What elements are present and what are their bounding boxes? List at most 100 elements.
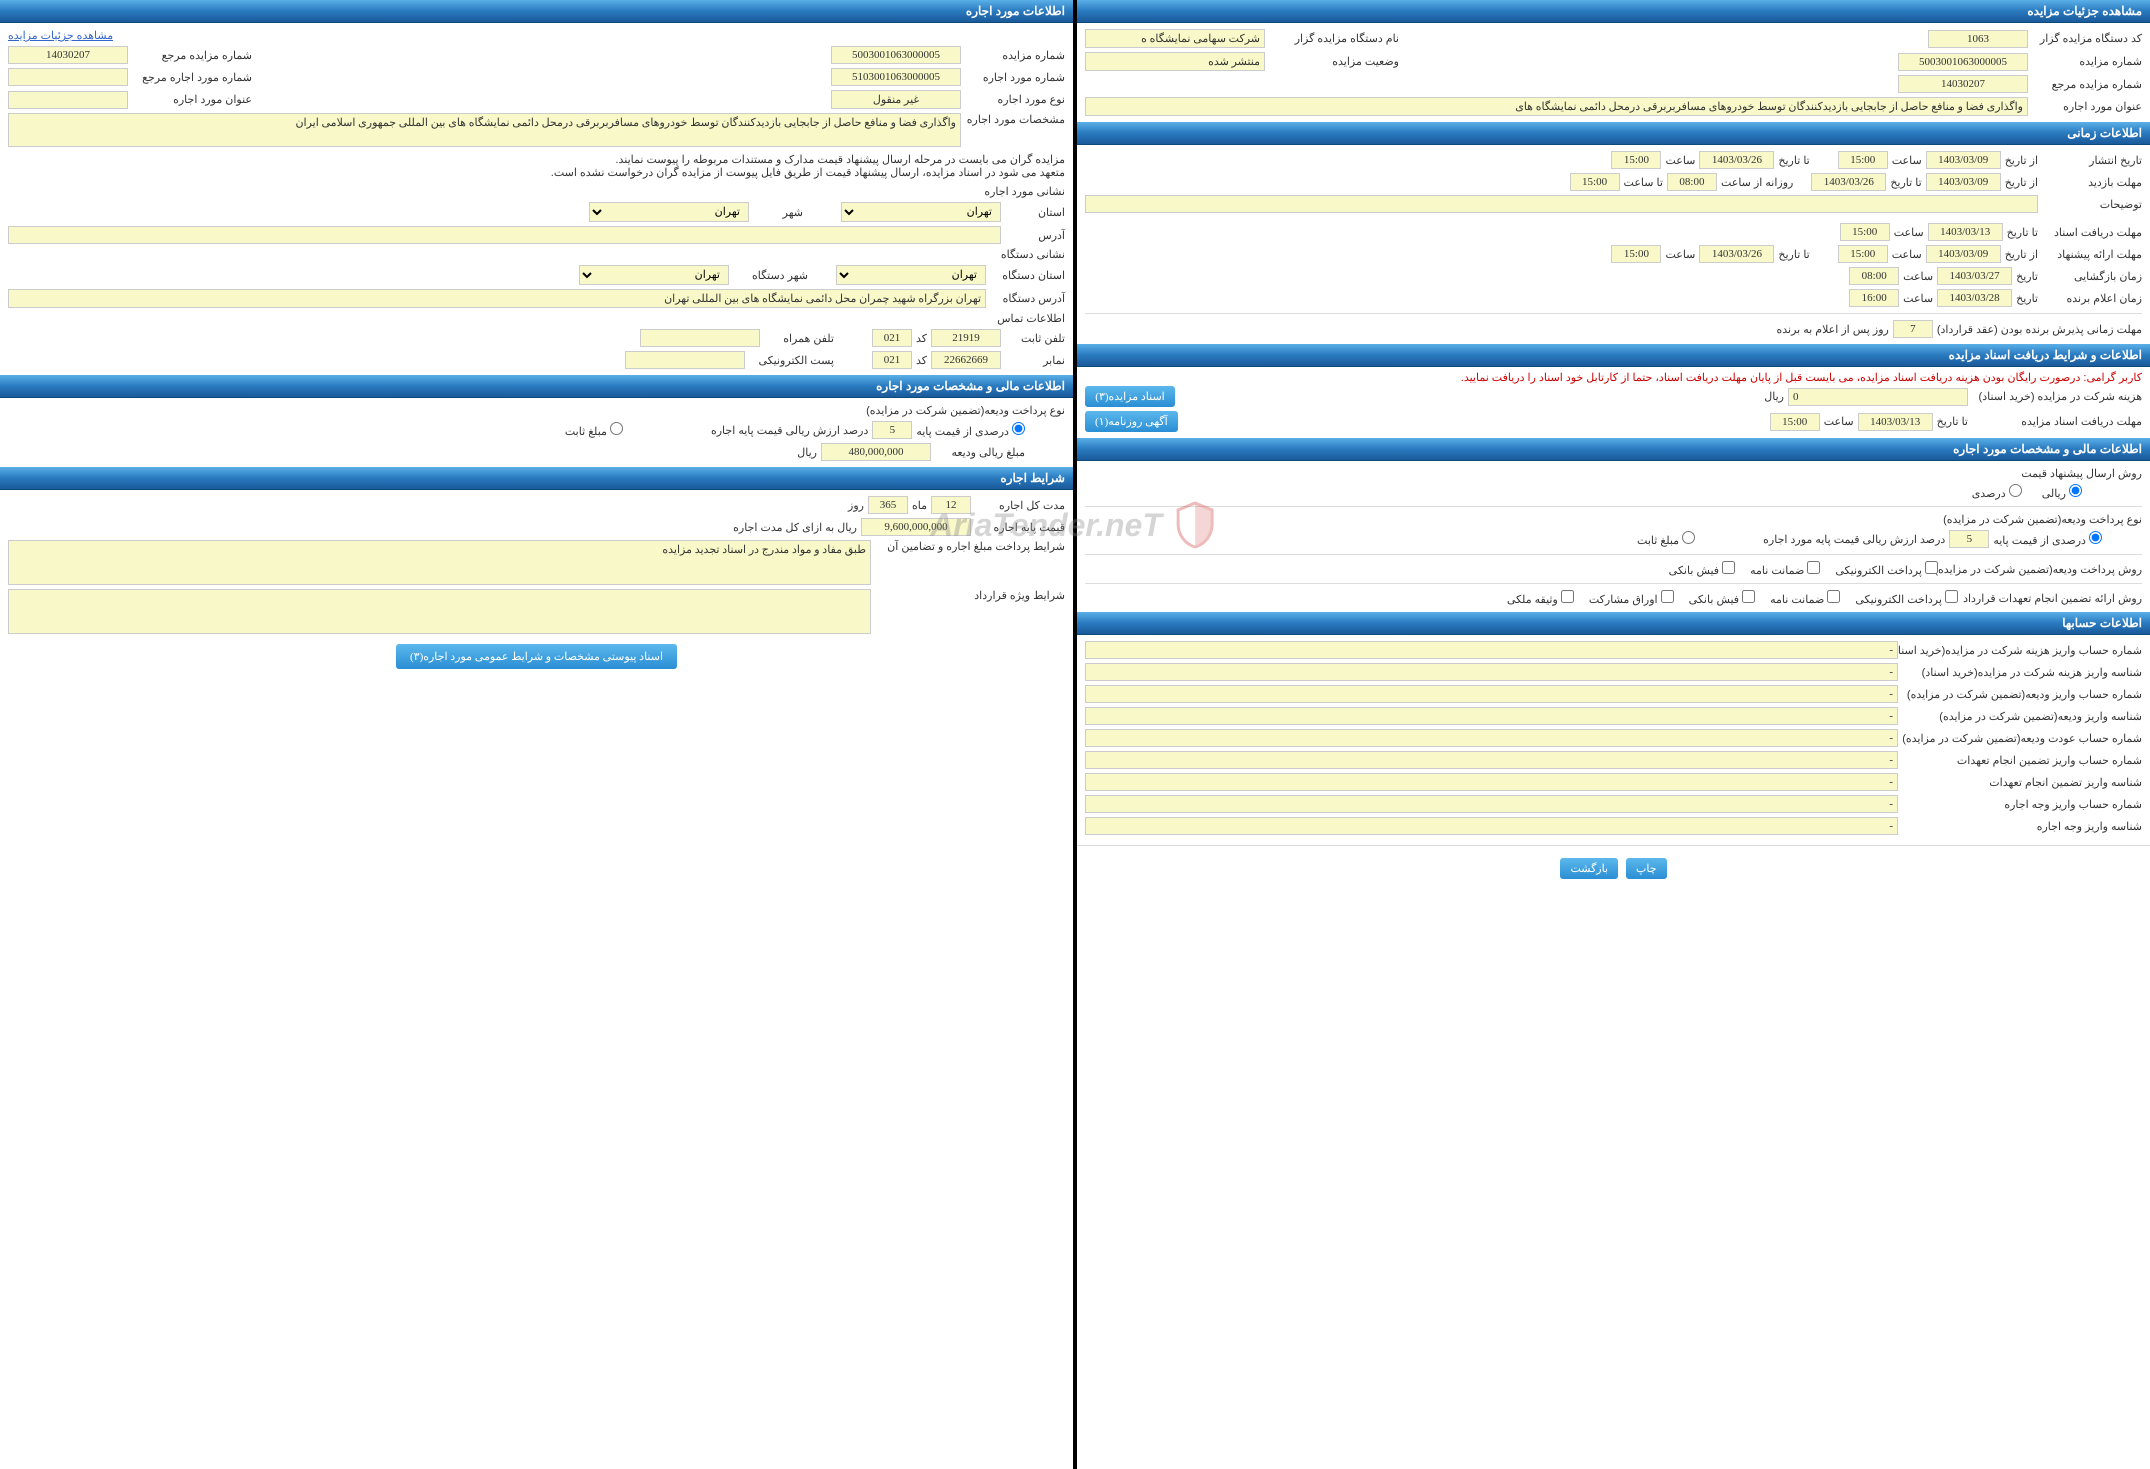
l-percent: 5	[872, 421, 912, 439]
l-deposit-label: نوع پرداخت ودیعه(تضمین شرکت در مزایده)	[866, 404, 1065, 417]
l-radio-percent[interactable]: درصدی از قیمت پایه	[916, 422, 1025, 438]
acc9-label: شناسه واریز وجه اجاره	[1902, 820, 2142, 833]
winner-days: 7	[1893, 320, 1933, 338]
header-lease-info: اطلاعات مورد اجاره	[0, 0, 1073, 23]
check-contract-pledge[interactable]: وثیقه ملکی	[1507, 590, 1574, 606]
auction-docs-button[interactable]: اسناد مزایده(۳)	[1085, 386, 1175, 407]
print-button[interactable]: چاپ	[1626, 858, 1667, 879]
contract-method-label: روش ارائه تضمین انجام تعهدات قرارداد	[1962, 592, 2142, 605]
opening-date: 1403/03/27	[1937, 267, 2012, 285]
check-pay-guarantee[interactable]: ضمانت نامه	[1750, 561, 1820, 577]
daily-to: 15:00	[1570, 173, 1620, 191]
device-code: 1063	[1928, 30, 2028, 48]
province-select[interactable]: تهران	[841, 202, 1001, 222]
offer-from: 1403/03/09	[1926, 245, 2001, 263]
device-addr-label: نشانی دستگاه	[1001, 248, 1065, 261]
l-title	[8, 91, 128, 109]
fee: 0	[1788, 388, 1968, 406]
doc-deadline-time: 15:00	[1840, 223, 1890, 241]
acc5-label: شماره حساب عودت ودیعه(تضمین شرکت در مزای…	[1902, 732, 2142, 745]
ref-num: 14030207	[1898, 75, 2028, 93]
publish-to-time: 15:00	[1611, 151, 1661, 169]
check-pay-bank[interactable]: فیش بانکی	[1669, 561, 1735, 577]
pay-method-label: روش پرداخت ودیعه(تضمین شرکت در مزایده)	[1942, 563, 2142, 576]
terms: طبق مفاد و مواد مندرج در اسناد تجدید مزا…	[8, 540, 871, 585]
right-panel: مشاهده جزئیات مزایده کد دستگاه مزایده گز…	[1077, 0, 2150, 1469]
acc6-field: -	[1085, 751, 1898, 769]
radio-percent[interactable]: درصدی	[1972, 484, 2022, 500]
note2: متعهد می شود در اسناد مزایده، ارسال پیشن…	[8, 166, 1065, 179]
details-link[interactable]: مشاهده جزئیات مزایده	[8, 29, 113, 42]
check-pay-elec[interactable]: پرداخت الکترونیکی	[1835, 561, 1938, 577]
warning-text: کاربر گرامی: درصورت رایگان بودن هزینه در…	[1085, 371, 2142, 384]
acc3-label: شماره حساب واریز ودیعه(تضمین شرکت در مزا…	[1902, 688, 2142, 701]
check-contract-elec[interactable]: پرداخت الکترونیکی	[1855, 590, 1958, 606]
l-type: غیر منقول	[831, 90, 961, 109]
acc4-field: -	[1085, 707, 1898, 725]
check-contract-bank[interactable]: فیش بانکی	[1689, 590, 1755, 606]
acc4-label: شناسه واریز ودیعه(تضمین شرکت در مزایده)	[1902, 710, 2142, 723]
doc-deadline-label: مهلت دریافت اسناد	[2042, 226, 2142, 239]
fax-label: نمابر	[1005, 354, 1065, 367]
attachments-button[interactable]: اسناد پیوستی مشخصات و شرایط عمومی مورد ا…	[396, 644, 677, 669]
terms-label: شرایط پرداخت مبلغ اجاره و تضامین آن	[875, 540, 1065, 553]
mobile	[640, 329, 760, 347]
header-auction-details: مشاهده جزئیات مزایده	[1077, 0, 2150, 23]
l-title-label: عنوان مورد اجاره	[132, 93, 252, 106]
status: منتشر شده	[1085, 52, 1265, 71]
base-price: 9,600,000,000	[861, 518, 971, 536]
city-select[interactable]: تهران	[589, 202, 749, 222]
days: 365	[868, 496, 908, 514]
l-radio-fixed[interactable]: مبلغ ثابت	[565, 422, 623, 438]
province-label: استان	[1005, 206, 1065, 219]
check-contract-stocks[interactable]: اوراق مشارکت	[1589, 590, 1674, 606]
contact-label: اطلاعات تماس	[997, 312, 1065, 325]
mobile-label: تلفن همراه	[764, 332, 834, 345]
base-price-label: قیمت پایه اجاره	[975, 521, 1065, 534]
publish-to-date: 1403/03/26	[1699, 151, 1774, 169]
radio-fixed[interactable]: مبلغ ثابت	[1637, 531, 1695, 547]
newspaper-button[interactable]: آگهی روزنامه(۱)	[1085, 411, 1178, 432]
l-lease-num: 5103001063000005	[831, 68, 961, 86]
visit-to: 1403/03/26	[1811, 173, 1886, 191]
acc1-label: شماره حساب واریز هزینه شرکت در مزایده(خر…	[1902, 644, 2142, 657]
fax: 22662669	[931, 351, 1001, 369]
radio-rial[interactable]: ریالی	[2042, 484, 2082, 500]
offer-from-time: 15:00	[1838, 245, 1888, 263]
publish-from-time: 15:00	[1838, 151, 1888, 169]
subject: واگذاری فضا و منافع حاصل از جابجایی بازد…	[1085, 97, 2028, 116]
device-name-label: نام دستگاه مزایده گزار	[1269, 32, 1399, 45]
visit-from: 1403/03/09	[1926, 173, 2001, 191]
phone-label: تلفن ثابت	[1005, 332, 1065, 345]
acc6-label: شماره حساب واریز تضمین انجام تعهدات	[1902, 754, 2142, 767]
back-button[interactable]: بازگشت	[1560, 858, 1618, 879]
notes	[1085, 195, 2038, 213]
doc-deadline-date: 1403/03/13	[1928, 223, 2003, 241]
dev-city-select[interactable]: تهران	[579, 265, 729, 285]
acc7-field: -	[1085, 773, 1898, 791]
publish-date-label: تاریخ انتشار	[2042, 154, 2142, 167]
acc9-field: -	[1085, 817, 1898, 835]
fee-time: 15:00	[1770, 413, 1820, 431]
check-contract-guarantee[interactable]: ضمانت نامه	[1770, 590, 1840, 606]
duration-label: مدت کل اجاره	[975, 499, 1065, 512]
offer-to: 1403/03/26	[1699, 245, 1774, 263]
dev-province-select[interactable]: تهران	[836, 265, 986, 285]
l-auction-num-label: شماره مزایده	[965, 49, 1065, 62]
device-code-label: کد دستگاه مزایده گزار	[2032, 32, 2142, 45]
l-type-label: نوع مورد اجاره	[965, 93, 1065, 106]
addr-field	[8, 226, 1001, 244]
email-label: پست الکترونیکی	[749, 354, 834, 367]
radio-percent-base[interactable]: درصدی از قیمت پایه	[1993, 531, 2102, 547]
l-lease-num-label: شماره مورد اجاره	[965, 71, 1065, 84]
special-terms-label: شرایط ویژه قرارداد	[875, 589, 1065, 602]
header-finance: اطلاعات مالی و مشخصات مورد اجاره	[1077, 438, 2150, 461]
l-ref-label: شماره مزایده مرجع	[132, 49, 252, 62]
header-terms: شرایط اجاره	[0, 467, 1073, 490]
l-lease-ref-label: شماره مورد اجاره مرجع	[132, 71, 252, 84]
fee-deadline-label: مهلت دریافت اسناد مزایده	[1972, 415, 2142, 428]
notes-label: توضیحات	[2042, 198, 2142, 211]
dev-addr-label: آدرس دستگاه	[990, 292, 1065, 305]
visit-label: مهلت بازدید	[2042, 176, 2142, 189]
l-header-finance: اطلاعات مالی و مشخصات مورد اجاره	[0, 375, 1073, 398]
